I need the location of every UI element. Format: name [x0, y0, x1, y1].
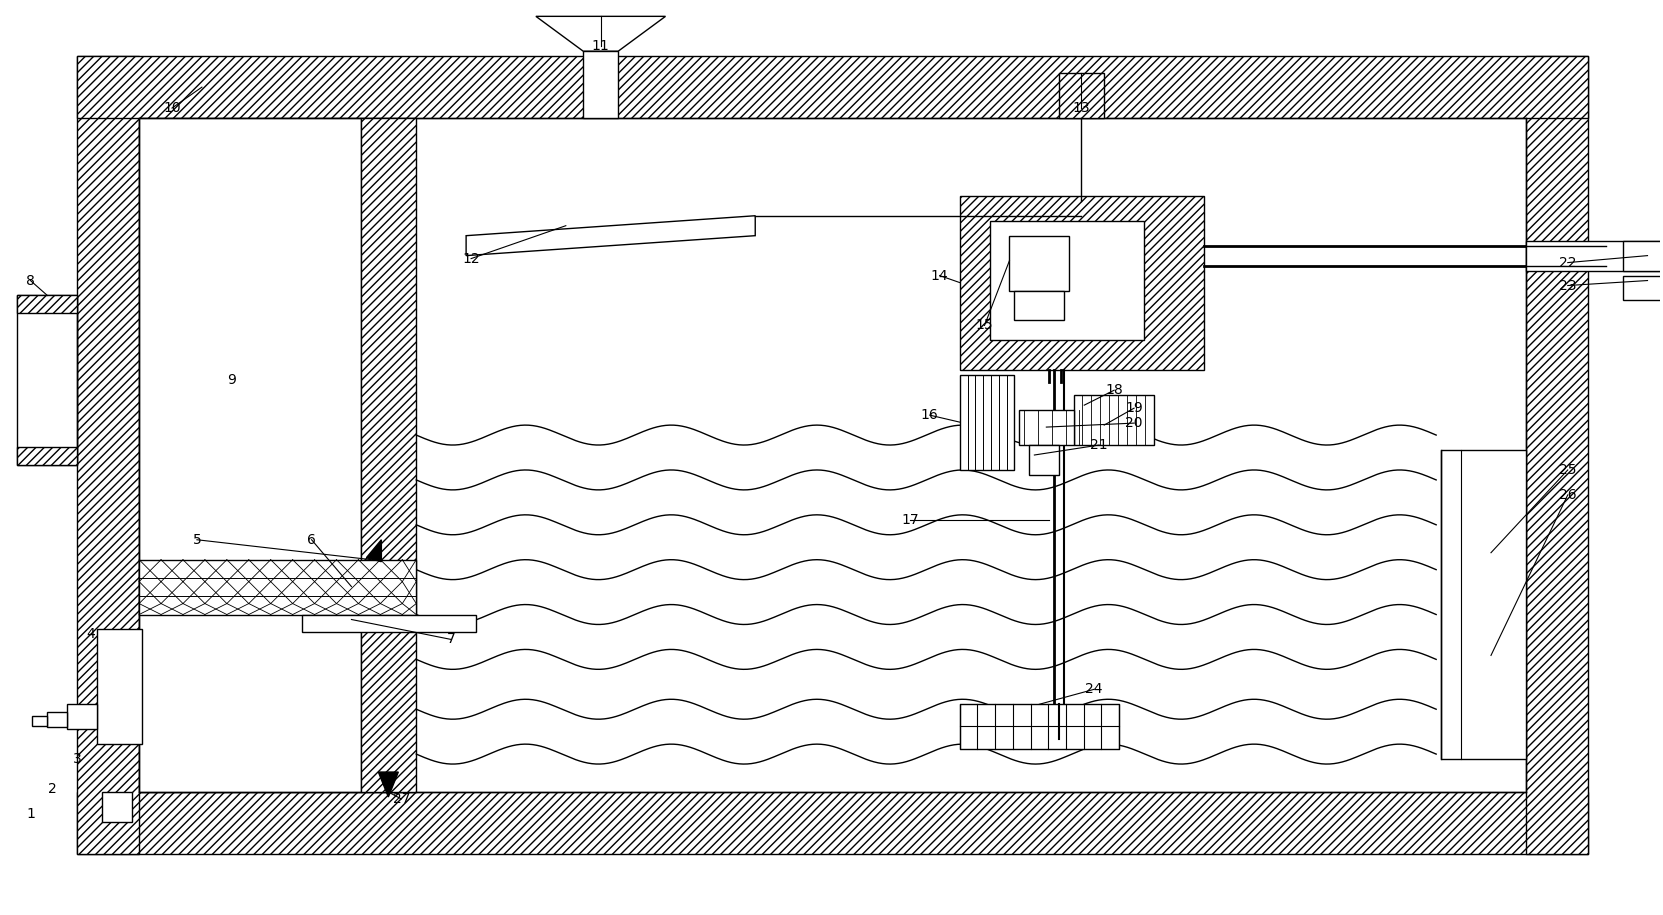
- Text: 12: 12: [462, 252, 481, 265]
- Bar: [1074, 395, 1154, 445]
- Bar: [76, 56, 1588, 118]
- Text: 14: 14: [931, 269, 948, 283]
- Bar: [140, 118, 1527, 792]
- Bar: [101, 792, 131, 822]
- Text: 9: 9: [228, 373, 236, 387]
- Polygon shape: [466, 216, 755, 255]
- Bar: [76, 792, 1588, 854]
- Text: 10: 10: [163, 101, 181, 115]
- Text: 20: 20: [1126, 416, 1142, 430]
- Bar: [960, 705, 1119, 749]
- Bar: [960, 196, 1204, 371]
- Text: 7: 7: [447, 632, 456, 646]
- Bar: [1019, 410, 1074, 445]
- Bar: [1014, 290, 1064, 320]
- Bar: [1059, 73, 1104, 118]
- Text: 15: 15: [976, 318, 993, 332]
- Text: 25: 25: [1558, 463, 1577, 477]
- Text: 5: 5: [193, 533, 201, 547]
- Bar: [18, 296, 76, 465]
- Bar: [33, 716, 47, 727]
- Bar: [1527, 241, 1663, 271]
- Bar: [1623, 241, 1663, 271]
- Bar: [47, 712, 67, 727]
- Bar: [18, 296, 76, 314]
- Text: 27: 27: [392, 792, 411, 806]
- Text: 22: 22: [1558, 255, 1577, 270]
- Bar: [1527, 56, 1588, 854]
- Text: 16: 16: [921, 408, 938, 422]
- Text: 19: 19: [1126, 401, 1142, 415]
- Text: 11: 11: [592, 39, 610, 53]
- Bar: [76, 56, 140, 854]
- Bar: [140, 560, 416, 615]
- Bar: [960, 375, 1014, 470]
- Text: 3: 3: [73, 752, 81, 766]
- Text: 8: 8: [27, 274, 35, 287]
- Text: 21: 21: [1091, 438, 1108, 452]
- Bar: [584, 51, 619, 118]
- Text: 4: 4: [86, 628, 95, 641]
- Bar: [140, 118, 361, 792]
- Text: 26: 26: [1558, 488, 1577, 502]
- Text: 23: 23: [1558, 278, 1577, 293]
- Bar: [1029, 445, 1059, 475]
- Text: 13: 13: [1073, 101, 1089, 115]
- Bar: [1009, 236, 1069, 290]
- Bar: [989, 221, 1144, 340]
- Text: 6: 6: [308, 533, 316, 547]
- Bar: [1623, 275, 1663, 300]
- Text: 2: 2: [48, 782, 57, 796]
- Polygon shape: [366, 540, 381, 562]
- Bar: [18, 447, 76, 465]
- Bar: [301, 615, 476, 632]
- Text: 18: 18: [1106, 383, 1123, 397]
- Bar: [96, 630, 141, 744]
- Bar: [361, 118, 416, 792]
- Text: 17: 17: [901, 512, 918, 527]
- Bar: [1442, 450, 1527, 759]
- Text: 1: 1: [27, 807, 35, 821]
- Polygon shape: [379, 772, 399, 797]
- Text: 24: 24: [1086, 683, 1103, 696]
- Polygon shape: [535, 16, 665, 51]
- Bar: [67, 705, 96, 729]
